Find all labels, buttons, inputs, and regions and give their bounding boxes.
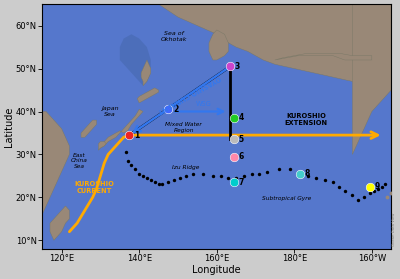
Point xyxy=(182,174,189,178)
Point xyxy=(312,176,319,180)
Text: KUROSHIO
EXTENSION: KUROSHIO EXTENSION xyxy=(284,113,328,126)
Point xyxy=(233,176,239,180)
Polygon shape xyxy=(352,4,391,155)
Point xyxy=(264,169,270,174)
X-axis label: Longitude: Longitude xyxy=(192,265,241,275)
Point xyxy=(210,174,216,178)
Polygon shape xyxy=(50,206,69,240)
Text: 2: 2 xyxy=(173,105,178,114)
Point xyxy=(144,176,150,180)
Point xyxy=(336,184,342,189)
Polygon shape xyxy=(209,30,228,60)
Point xyxy=(165,180,172,185)
Point xyxy=(227,64,234,69)
Point xyxy=(132,167,138,172)
Polygon shape xyxy=(42,112,69,249)
Point xyxy=(330,180,336,185)
Point xyxy=(378,184,385,189)
Point xyxy=(370,189,377,193)
Point xyxy=(322,178,328,182)
Point xyxy=(231,180,237,185)
Text: 8: 8 xyxy=(305,169,310,178)
Point xyxy=(231,154,237,159)
Point xyxy=(305,174,311,178)
Point xyxy=(374,187,381,191)
Point xyxy=(122,150,129,155)
Point xyxy=(218,174,224,178)
Point xyxy=(126,133,133,137)
Point xyxy=(136,172,142,176)
Text: Japan
Sea: Japan Sea xyxy=(101,106,119,117)
Point xyxy=(152,180,158,185)
Polygon shape xyxy=(42,4,391,112)
Point xyxy=(382,182,388,187)
Text: 9: 9 xyxy=(374,182,380,191)
Polygon shape xyxy=(275,54,372,60)
Point xyxy=(148,178,154,182)
Text: 6: 6 xyxy=(239,152,244,161)
Point xyxy=(342,189,348,193)
Point xyxy=(276,167,282,172)
Point xyxy=(159,182,166,187)
Point xyxy=(200,172,206,176)
Text: OYASHIO CURRENT: OYASHIO CURRENT xyxy=(156,74,221,114)
Point xyxy=(165,107,172,112)
Text: 3: 3 xyxy=(235,62,240,71)
Point xyxy=(367,191,373,195)
Polygon shape xyxy=(98,141,106,150)
Point xyxy=(388,191,394,195)
Point xyxy=(171,178,177,182)
Point xyxy=(384,195,390,199)
Text: East
China
Sea: East China Sea xyxy=(71,153,88,169)
Text: Subtropical Gyre: Subtropical Gyre xyxy=(262,196,311,201)
Polygon shape xyxy=(120,34,151,86)
Text: 7: 7 xyxy=(239,178,244,187)
Text: Ocean Data View: Ocean Data View xyxy=(392,213,396,246)
Point xyxy=(297,172,303,176)
Point xyxy=(349,193,356,198)
Polygon shape xyxy=(81,120,96,137)
Point xyxy=(190,172,197,176)
Point xyxy=(128,163,135,167)
Point xyxy=(225,176,232,180)
Point xyxy=(241,174,247,178)
Text: 4: 4 xyxy=(239,114,244,122)
Point xyxy=(140,174,146,178)
Point xyxy=(231,116,237,120)
Point xyxy=(297,172,303,176)
Text: Izu Ridge: Izu Ridge xyxy=(172,165,199,170)
Point xyxy=(287,167,294,172)
Text: 1: 1 xyxy=(134,131,139,140)
Text: Sea of
Okhotak: Sea of Okhotak xyxy=(161,31,187,42)
Polygon shape xyxy=(137,88,158,103)
Polygon shape xyxy=(141,60,151,86)
Text: 5: 5 xyxy=(239,135,244,144)
Point xyxy=(155,182,162,187)
Polygon shape xyxy=(98,109,143,150)
Point xyxy=(367,184,373,189)
Text: KUROSHIO
CURRENT: KUROSHIO CURRENT xyxy=(75,181,114,194)
Point xyxy=(177,176,183,180)
Text: WSG: WSG xyxy=(195,101,211,107)
Point xyxy=(256,172,262,176)
Text: Mixed Water
Region: Mixed Water Region xyxy=(165,122,202,133)
Y-axis label: Latitude: Latitude xyxy=(4,106,14,147)
Point xyxy=(231,137,237,142)
Point xyxy=(361,195,367,199)
Point xyxy=(355,197,362,202)
Point xyxy=(248,172,255,176)
Point xyxy=(125,159,132,163)
